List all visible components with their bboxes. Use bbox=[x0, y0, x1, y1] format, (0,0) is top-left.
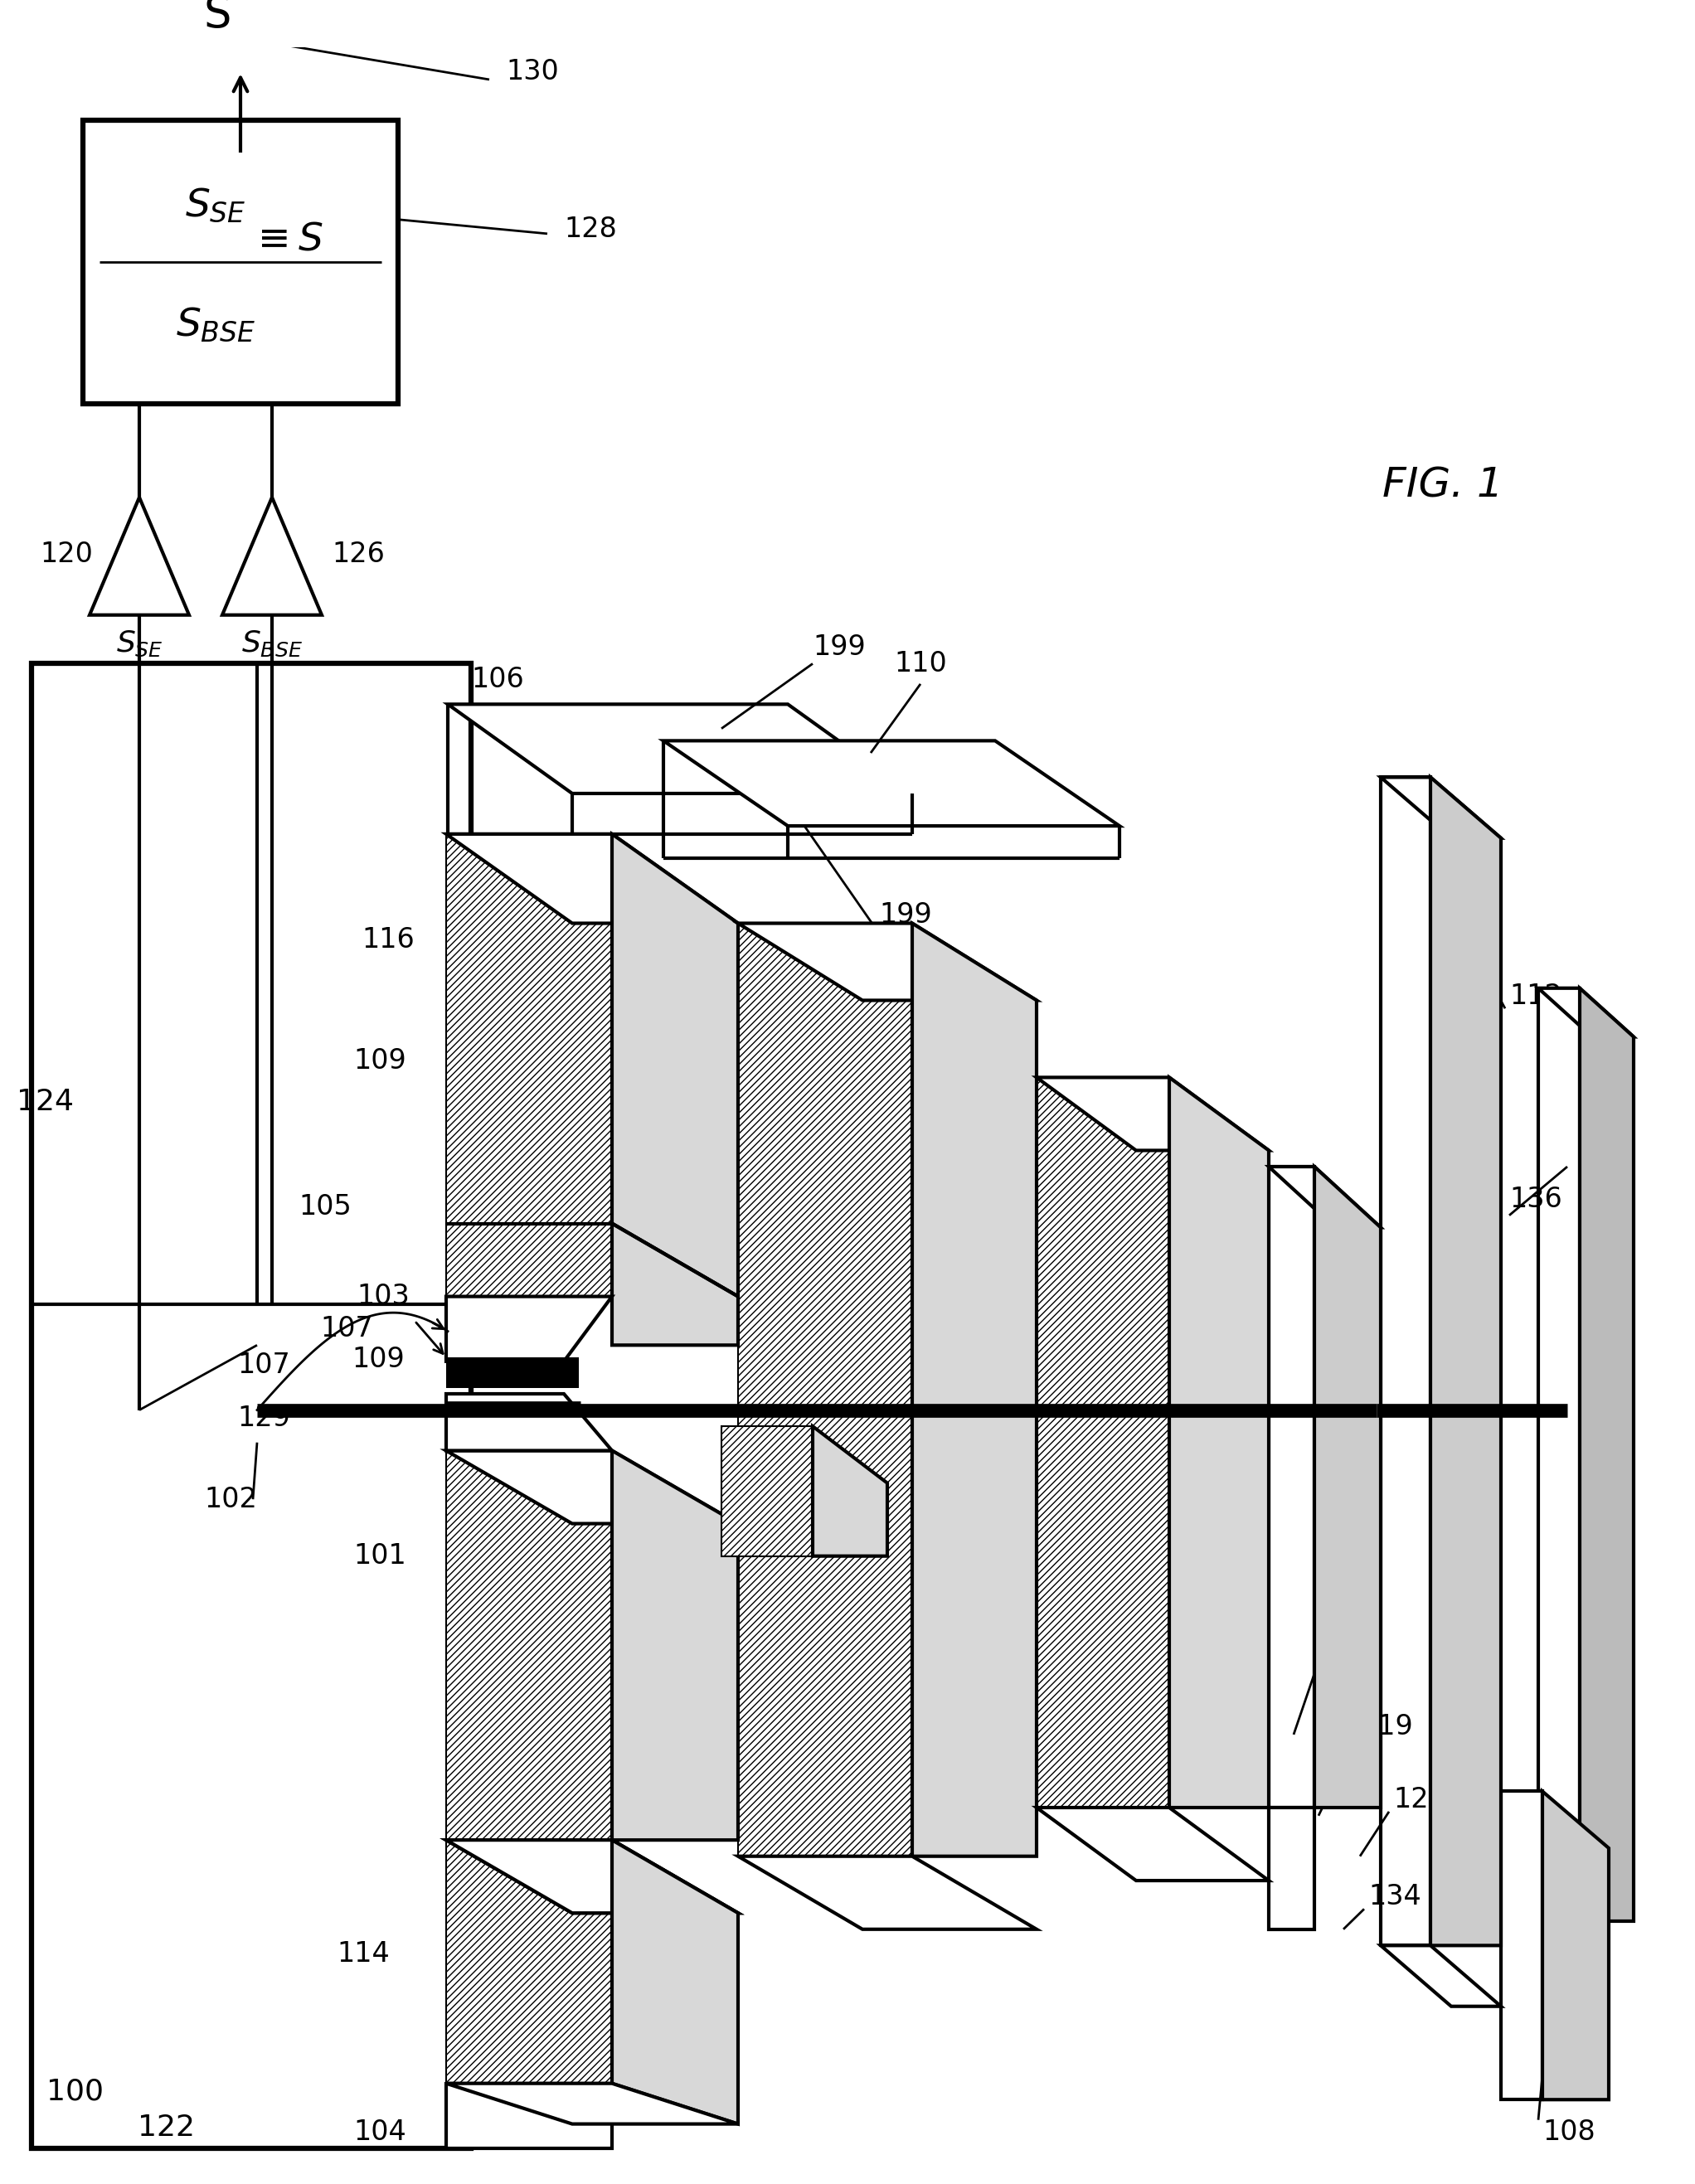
Polygon shape bbox=[1270, 1166, 1381, 1227]
Text: S: S bbox=[203, 0, 231, 37]
Polygon shape bbox=[1170, 1077, 1270, 1808]
Polygon shape bbox=[663, 740, 1119, 826]
Text: $S_{BSE}$: $S_{BSE}$ bbox=[241, 629, 303, 657]
Text: 124: 124 bbox=[17, 1088, 75, 1116]
Text: $S_{SE}$: $S_{SE}$ bbox=[115, 629, 163, 657]
Text: 122: 122 bbox=[137, 2114, 195, 2143]
Polygon shape bbox=[1037, 1808, 1270, 1880]
Text: 107: 107 bbox=[320, 1315, 373, 1343]
Polygon shape bbox=[1580, 987, 1634, 1922]
Polygon shape bbox=[446, 2084, 737, 2125]
Polygon shape bbox=[1037, 1077, 1170, 1808]
Text: FIG. 1: FIG. 1 bbox=[1383, 465, 1503, 505]
Polygon shape bbox=[1502, 1791, 1542, 2099]
Text: $\equiv S$: $\equiv S$ bbox=[249, 221, 322, 258]
Polygon shape bbox=[737, 924, 1037, 1000]
Polygon shape bbox=[446, 1839, 737, 1913]
Text: 109: 109 bbox=[354, 1048, 407, 1075]
Text: 112: 112 bbox=[1509, 983, 1563, 1009]
Polygon shape bbox=[737, 924, 912, 1856]
Polygon shape bbox=[446, 1839, 612, 2084]
Text: 101: 101 bbox=[354, 1542, 407, 1570]
Text: 107: 107 bbox=[237, 1352, 290, 1378]
Polygon shape bbox=[1431, 778, 1502, 1946]
Text: 103: 103 bbox=[356, 1282, 410, 1310]
Polygon shape bbox=[1381, 778, 1431, 1946]
Text: 115: 115 bbox=[1393, 1470, 1446, 1496]
Text: 105: 105 bbox=[298, 1192, 351, 1221]
Text: 136: 136 bbox=[1509, 1186, 1563, 1212]
Polygon shape bbox=[90, 498, 190, 616]
Polygon shape bbox=[1539, 987, 1634, 1037]
Text: 125: 125 bbox=[654, 998, 707, 1026]
Polygon shape bbox=[222, 498, 322, 616]
Polygon shape bbox=[737, 1856, 1037, 1928]
Polygon shape bbox=[446, 1297, 612, 1361]
Text: 199: 199 bbox=[880, 902, 932, 928]
Polygon shape bbox=[446, 834, 737, 924]
Polygon shape bbox=[32, 664, 471, 2149]
Text: 121: 121 bbox=[1327, 1623, 1380, 1651]
Text: 128: 128 bbox=[564, 216, 617, 242]
Text: 100: 100 bbox=[46, 2077, 103, 2105]
Polygon shape bbox=[1381, 1946, 1502, 2007]
Polygon shape bbox=[612, 1223, 737, 1345]
Text: 123: 123 bbox=[1393, 1787, 1446, 1813]
Polygon shape bbox=[446, 1839, 737, 1913]
Text: 102: 102 bbox=[203, 1485, 258, 1514]
Text: 130: 130 bbox=[505, 57, 559, 85]
Text: 134: 134 bbox=[1368, 1883, 1420, 1911]
Text: 108: 108 bbox=[1542, 2118, 1595, 2145]
Text: 104: 104 bbox=[354, 2118, 407, 2145]
Text: 116: 116 bbox=[361, 926, 415, 952]
Text: 106: 106 bbox=[471, 666, 524, 695]
Polygon shape bbox=[1381, 778, 1502, 839]
Text: 199: 199 bbox=[812, 633, 866, 662]
Polygon shape bbox=[612, 834, 737, 1297]
Polygon shape bbox=[447, 703, 912, 793]
Polygon shape bbox=[446, 1223, 612, 1297]
Polygon shape bbox=[1270, 1808, 1314, 1928]
Polygon shape bbox=[1542, 1791, 1609, 2099]
Text: 120: 120 bbox=[41, 539, 93, 568]
Polygon shape bbox=[612, 1450, 737, 1839]
Text: 119: 119 bbox=[1359, 1712, 1414, 1741]
Polygon shape bbox=[812, 1426, 886, 1555]
Text: 114: 114 bbox=[337, 1939, 390, 1968]
Text: 127: 127 bbox=[1061, 1192, 1114, 1221]
Polygon shape bbox=[612, 1839, 737, 2125]
Text: 110: 110 bbox=[893, 651, 948, 677]
Polygon shape bbox=[446, 834, 612, 1223]
Polygon shape bbox=[446, 1356, 578, 1389]
Polygon shape bbox=[912, 924, 1037, 1856]
Polygon shape bbox=[722, 1426, 812, 1555]
Text: 111: 111 bbox=[1327, 1485, 1380, 1514]
Text: $S_{SE}$: $S_{SE}$ bbox=[185, 186, 246, 225]
Polygon shape bbox=[446, 1393, 612, 1450]
Text: 129: 129 bbox=[237, 1404, 290, 1433]
Polygon shape bbox=[446, 2084, 612, 2149]
Text: $S_{BSE}$: $S_{BSE}$ bbox=[176, 306, 256, 343]
Text: 113: 113 bbox=[903, 1485, 956, 1514]
Text: 109: 109 bbox=[353, 1345, 405, 1374]
Polygon shape bbox=[1314, 1166, 1381, 1808]
Polygon shape bbox=[83, 120, 398, 404]
Text: 126: 126 bbox=[332, 539, 385, 568]
Polygon shape bbox=[1270, 1166, 1314, 1808]
Polygon shape bbox=[446, 1450, 737, 1524]
Polygon shape bbox=[1539, 987, 1580, 1922]
Polygon shape bbox=[446, 1450, 612, 1839]
Polygon shape bbox=[1037, 1077, 1270, 1151]
